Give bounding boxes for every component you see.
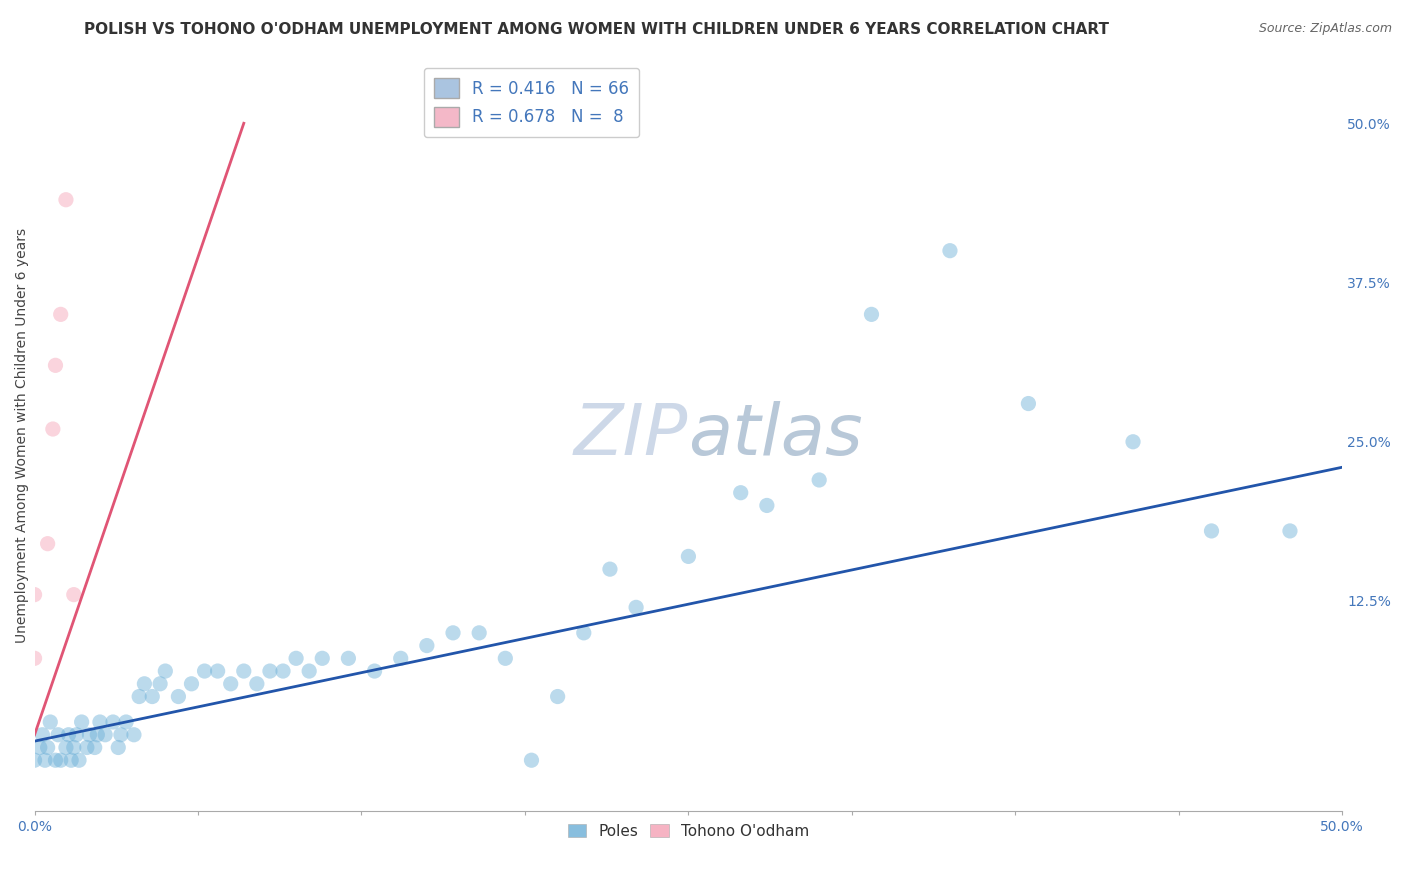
Point — [337, 651, 360, 665]
Point — [547, 690, 569, 704]
Point — [110, 728, 132, 742]
Point — [246, 677, 269, 691]
Point — [134, 677, 156, 691]
Point — [37, 740, 59, 755]
Text: Source: ZipAtlas.com: Source: ZipAtlas.com — [1258, 22, 1392, 36]
Point — [808, 473, 831, 487]
Point — [70, 714, 93, 729]
Point — [180, 677, 202, 691]
Point — [298, 664, 321, 678]
Point — [363, 664, 385, 678]
Point — [1201, 524, 1223, 538]
Legend: Poles, Tohono O'odham: Poles, Tohono O'odham — [561, 818, 815, 845]
Point — [83, 740, 105, 755]
Point — [39, 714, 62, 729]
Point — [1278, 524, 1301, 538]
Point — [572, 625, 595, 640]
Point — [55, 193, 77, 207]
Point — [94, 728, 117, 742]
Point — [232, 664, 254, 678]
Point — [599, 562, 621, 576]
Point — [860, 307, 883, 321]
Point — [939, 244, 962, 258]
Point — [65, 728, 87, 742]
Point — [193, 664, 215, 678]
Point — [58, 728, 80, 742]
Point — [219, 677, 242, 691]
Point — [31, 728, 53, 742]
Point — [520, 753, 543, 767]
Point — [76, 740, 98, 755]
Point — [207, 664, 229, 678]
Point — [42, 422, 65, 436]
Point — [67, 753, 90, 767]
Point — [44, 753, 66, 767]
Point — [49, 753, 72, 767]
Point — [24, 753, 46, 767]
Point — [24, 588, 46, 602]
Point — [468, 625, 491, 640]
Point — [37, 536, 59, 550]
Point — [155, 664, 177, 678]
Text: ZIP: ZIP — [574, 401, 689, 470]
Point — [60, 753, 83, 767]
Point — [107, 740, 129, 755]
Point — [34, 753, 56, 767]
Point — [389, 651, 412, 665]
Text: atlas: atlas — [689, 401, 863, 470]
Point — [311, 651, 333, 665]
Point — [28, 740, 51, 755]
Point — [441, 625, 464, 640]
Point — [101, 714, 124, 729]
Point — [271, 664, 294, 678]
Point — [624, 600, 647, 615]
Y-axis label: Unemployment Among Women with Children Under 6 years: Unemployment Among Women with Children U… — [15, 227, 30, 643]
Point — [1017, 396, 1039, 410]
Point — [259, 664, 281, 678]
Text: POLISH VS TOHONO O'ODHAM UNEMPLOYMENT AMONG WOMEN WITH CHILDREN UNDER 6 YEARS CO: POLISH VS TOHONO O'ODHAM UNEMPLOYMENT AM… — [84, 22, 1109, 37]
Point — [89, 714, 111, 729]
Point — [755, 499, 778, 513]
Point — [128, 690, 150, 704]
Point — [167, 690, 190, 704]
Point — [730, 485, 752, 500]
Point — [24, 651, 46, 665]
Point — [44, 359, 66, 373]
Point — [79, 728, 101, 742]
Point — [416, 639, 439, 653]
Point — [494, 651, 516, 665]
Point — [285, 651, 308, 665]
Point — [115, 714, 138, 729]
Point — [678, 549, 700, 564]
Point — [141, 690, 163, 704]
Point — [46, 728, 69, 742]
Point — [1122, 434, 1144, 449]
Point — [55, 740, 77, 755]
Point — [62, 740, 84, 755]
Point — [122, 728, 145, 742]
Point — [86, 728, 108, 742]
Point — [49, 307, 72, 321]
Point — [149, 677, 172, 691]
Point — [62, 588, 84, 602]
